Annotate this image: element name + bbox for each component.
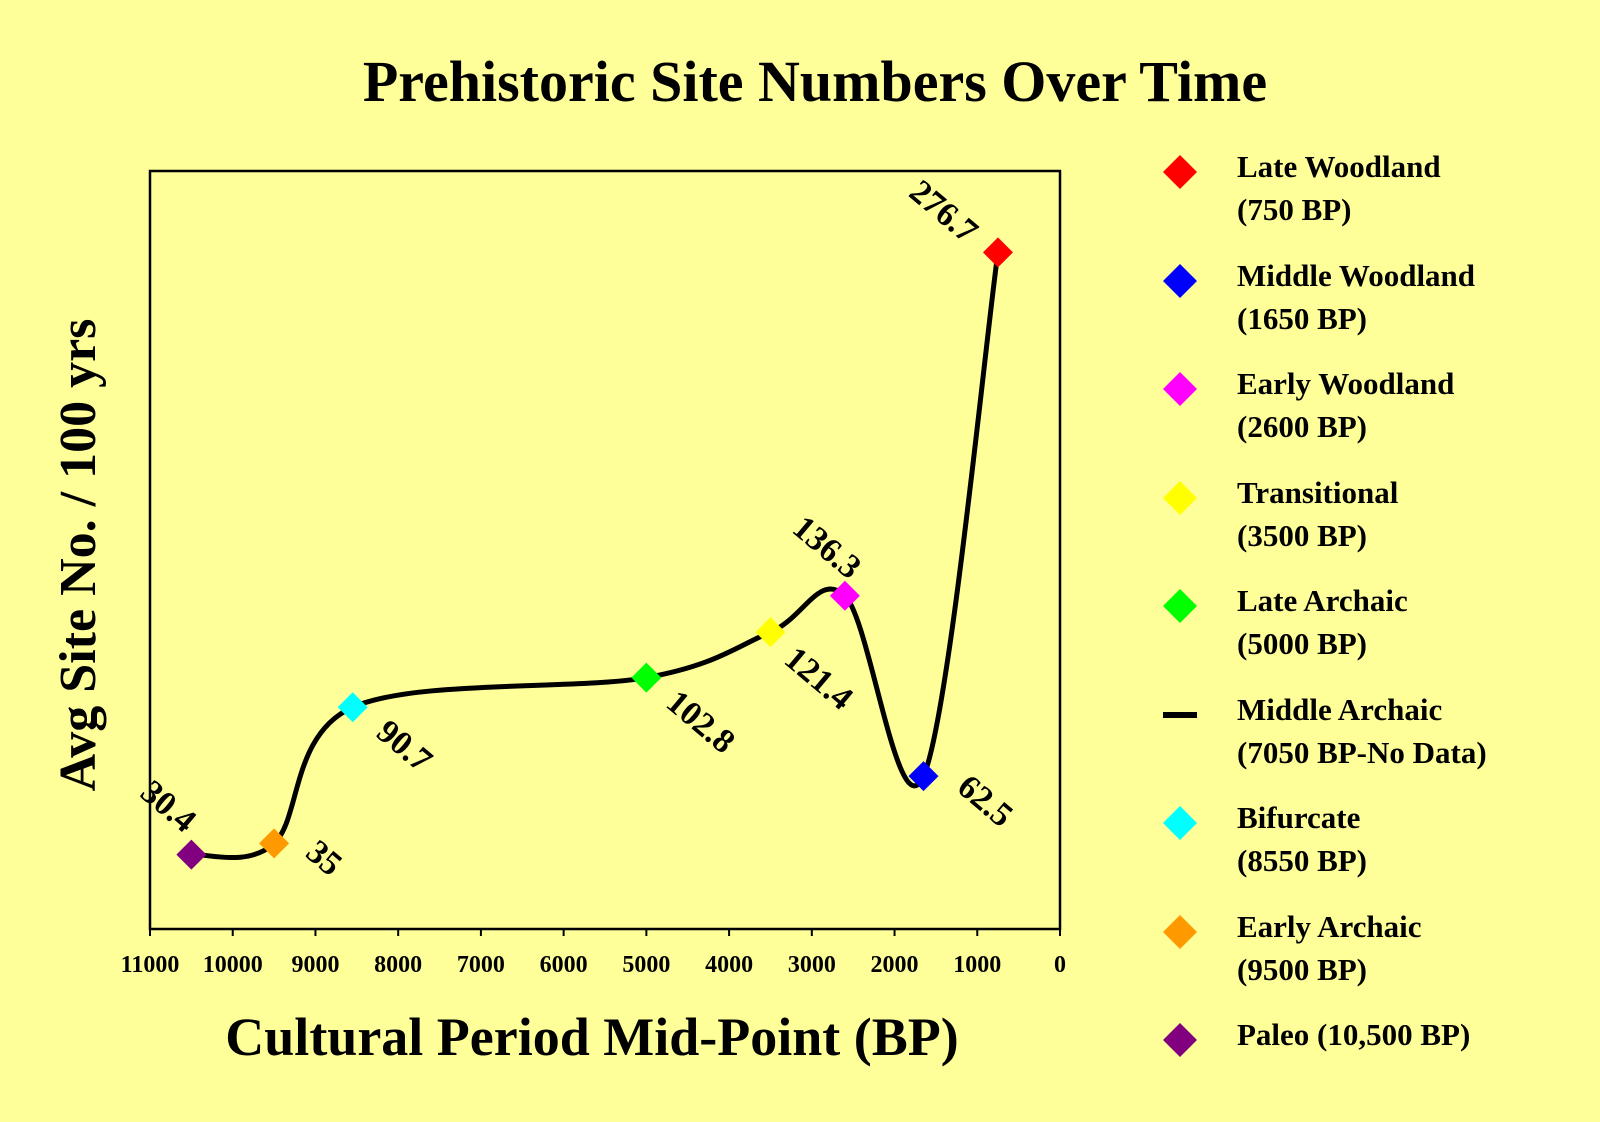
x-tick-label: 11000 (121, 952, 180, 978)
x-axis-label: Cultural Period Mid-Point (BP) (225, 1007, 958, 1067)
legend-diamond-marker (1163, 1023, 1197, 1057)
legend-item: Middle Archaic (7050 BP-No Data) (1160, 688, 1590, 797)
legend-label-line2: (7050 BP-No Data) (1237, 734, 1487, 770)
legend-label-line1: Bifurcate (1237, 800, 1361, 835)
data-point-marker (755, 617, 786, 648)
data-point-marker (176, 839, 207, 870)
legend-line-marker (1163, 711, 1197, 718)
legend-label: Transitional (3500 BP) (1237, 471, 1398, 557)
series-line (188, 249, 1001, 861)
legend-item: Late Woodland (750 BP) (1160, 145, 1590, 254)
legend-diamond-marker (1163, 480, 1197, 515)
legend-label: Middle Woodland (1650 BP) (1237, 254, 1475, 340)
legend-label: Early Archaic (9500 BP) (1237, 905, 1422, 991)
x-tick-label: 4000 (705, 952, 753, 978)
legend-diamond-marker (1163, 806, 1197, 840)
data-point-marker (631, 662, 662, 693)
x-axis-ticks: 11000 10000 9000 8000 7000 6000 5000 4000 3000 20… (121, 929, 1066, 978)
data-label: 62.5 (950, 768, 1019, 835)
x-tick-label: 2000 (871, 952, 919, 978)
data-label: 35 (299, 833, 349, 883)
legend-label-line1: Paleo (10,500 BP) (1237, 1017, 1471, 1052)
legend-item: Early Archaic (9500 BP) (1160, 905, 1590, 1014)
legend-label: Late Woodland (750 BP) (1237, 145, 1441, 231)
data-label: 121.4 (777, 640, 859, 718)
data-label: 276.7 (902, 173, 984, 251)
x-tick-label: 9000 (291, 952, 339, 978)
data-point-marker (337, 692, 368, 723)
chart-title: Prehistoric Site Numbers Over Time (362, 49, 1268, 114)
chart: 11000 10000 9000 8000 7000 6000 5000 4000 3000 20… (50, 169, 1066, 1067)
legend-label-line1: Late Woodland (1237, 149, 1441, 184)
data-point-marker (982, 237, 1013, 268)
legend-label: Early Woodland (2600 BP) (1237, 362, 1454, 448)
legend-diamond-marker (1163, 372, 1197, 406)
data-label: 102.8 (659, 683, 741, 761)
legend-label-line2: (8550 BP) (1237, 843, 1368, 878)
x-tick-label: 8000 (374, 952, 422, 978)
data-label: 136.3 (785, 509, 867, 587)
legend-diamond-marker (1163, 589, 1197, 623)
legend-label: Late Archaic (5000 BP) (1237, 579, 1408, 665)
x-tick-label: 3000 (788, 952, 836, 978)
data-label: 90.7 (370, 713, 439, 780)
legend-diamond-marker (1163, 155, 1197, 189)
legend-label: Paleo (10,500 BP) (1237, 1013, 1470, 1056)
legend-label-line2: (2600 BP) (1237, 409, 1368, 444)
legend-item: Middle Woodland (1650 BP) (1160, 254, 1590, 363)
legend-diamond-marker (1163, 914, 1197, 949)
y-axis-label: Avg Site No. / 100 yrs (50, 319, 107, 792)
x-tick-label: 5000 (622, 952, 670, 978)
x-tick-label: 10000 (203, 952, 263, 978)
legend-label-line1: Early Archaic (1237, 908, 1422, 944)
legend-label: Middle Archaic (7050 BP-No Data) (1237, 688, 1487, 774)
legend-label-line2: (3500 BP) (1237, 517, 1368, 553)
legend-label-line1: Late Archaic (1237, 583, 1408, 618)
data-labels: 30.4 35 90.7 102.8 121.4 136.3 62.5 276.7 (133, 173, 1019, 883)
legend: Late Woodland (750 BP) Middle Woodland (165… (1160, 145, 1590, 1122)
legend-item: Early Woodland (2600 BP) (1160, 362, 1590, 471)
x-tick-label: 6000 (540, 952, 588, 978)
legend-label-line2: (750 BP) (1237, 192, 1352, 227)
legend-label: Bifurcate (8550 BP) (1237, 796, 1367, 882)
legend-label-line2: (5000 BP) (1237, 626, 1368, 661)
legend-label-line1: Middle Woodland (1237, 257, 1476, 293)
x-tick-label: 1000 (953, 952, 1001, 978)
legend-label-line1: Early Woodland (1237, 366, 1455, 401)
data-point-marker (829, 580, 860, 611)
legend-diamond-marker (1163, 263, 1197, 298)
plot-area (148, 169, 1062, 931)
data-markers (176, 237, 1013, 870)
legend-item: Late Archaic (5000 BP) (1160, 579, 1590, 688)
legend-label-line1: Middle Archaic (1237, 691, 1443, 727)
legend-item: Transitional (3500 BP) (1160, 471, 1590, 580)
data-label: 30.4 (133, 773, 202, 840)
data-point-marker (259, 828, 290, 859)
data-point-marker (908, 761, 939, 792)
legend-label-line2: (1650 BP) (1237, 300, 1368, 336)
x-tick-label: 0 (1054, 952, 1066, 978)
legend-label-line1: Transitional (1237, 474, 1399, 510)
legend-label-line2: (9500 BP) (1237, 951, 1368, 987)
x-tick-label: 7000 (457, 952, 505, 978)
legend-item: Paleo (10,500 BP) (1160, 1013, 1590, 1122)
legend-item: Bifurcate (8550 BP) (1160, 796, 1590, 905)
